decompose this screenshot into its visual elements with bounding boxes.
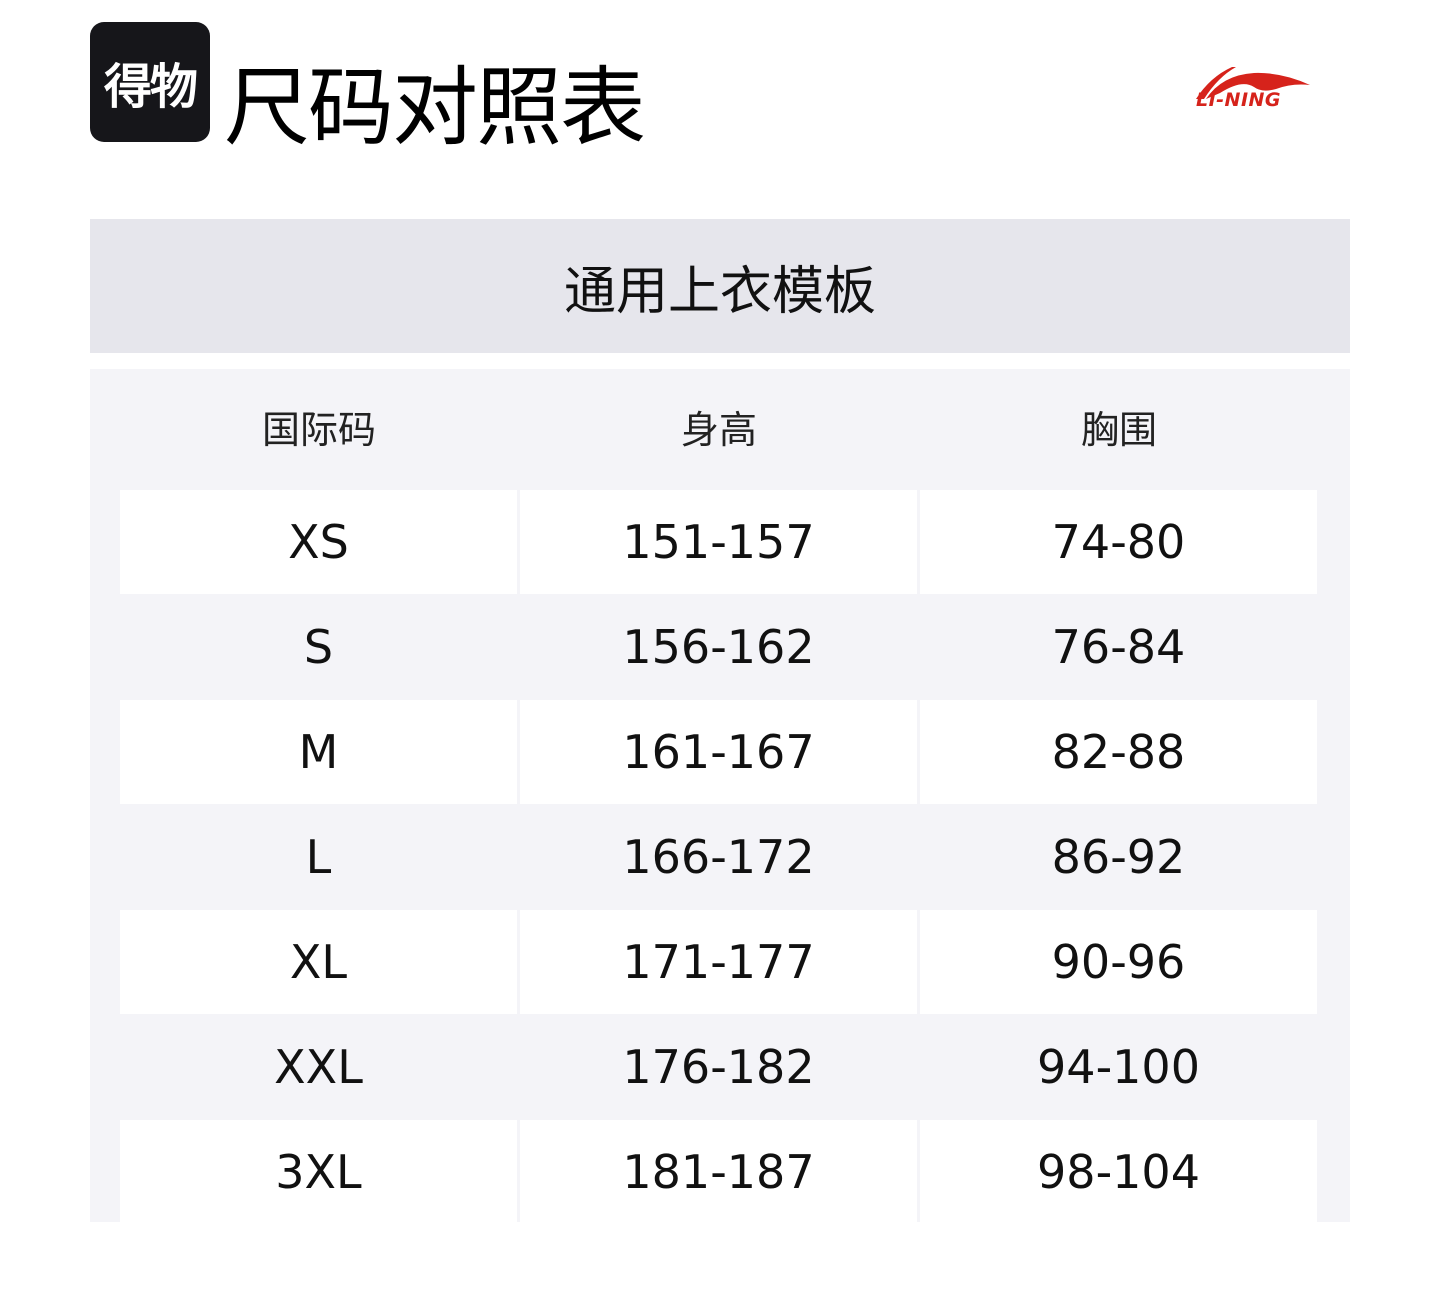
cell-height: 156-162	[622, 620, 815, 674]
cell-chest: 98-104	[920, 1120, 1317, 1224]
cell-size: 3XL	[120, 1120, 517, 1224]
li-ning-logo-icon	[1196, 67, 1310, 99]
cell-size: M	[120, 700, 517, 804]
dewu-logo-text: 得物	[103, 59, 198, 115]
cell-chest: 90-96	[920, 910, 1317, 1014]
cell-chest: 82-88	[920, 700, 1317, 804]
table-row: XXL 176-182 94-100	[120, 1015, 1317, 1119]
column-header-height: 身高	[680, 408, 757, 452]
page-title: 尺码对照表	[224, 58, 646, 158]
cell-height: 171-177	[520, 910, 917, 1014]
cell-height: 161-167	[520, 700, 917, 804]
cell-size: XS	[120, 490, 517, 594]
table-row: XL 171-177 90-96	[120, 910, 1317, 1014]
cell-height: 181-187	[520, 1120, 917, 1224]
table-row: M 161-167 82-88	[120, 700, 1317, 804]
cell-chest: 86-92	[1051, 830, 1186, 884]
cell-size: XXL	[274, 1040, 363, 1094]
cell-size: S	[303, 620, 334, 674]
column-header-size: 国际码	[261, 408, 376, 452]
cell-height: 166-172	[622, 830, 815, 884]
table-row: L 166-172 86-92	[120, 805, 1317, 909]
dewu-logo: 得物	[90, 22, 210, 142]
table-row: 3XL 181-187 98-104	[120, 1120, 1317, 1224]
cell-height: 151-157	[520, 490, 917, 594]
size-table: 国际码 身高 胸围 XS 151-157 74-80 S 156-162 76-84 M 16…	[90, 369, 1350, 1224]
table-row: XS 151-157 74-80	[120, 490, 1317, 594]
cell-chest: 76-84	[1051, 620, 1186, 674]
cell-chest: 74-80	[920, 490, 1317, 594]
li-ning-logo-text: LI-NING	[1196, 89, 1282, 111]
table-row: S 156-162 76-84	[120, 595, 1317, 699]
template-title: 通用上衣模板	[90, 219, 1350, 353]
cell-chest: 94-100	[1037, 1040, 1200, 1094]
cell-size: L	[305, 830, 332, 884]
cell-height: 176-182	[622, 1040, 815, 1094]
cell-size: XL	[120, 910, 517, 1014]
column-header-chest: 胸围	[1080, 408, 1157, 452]
